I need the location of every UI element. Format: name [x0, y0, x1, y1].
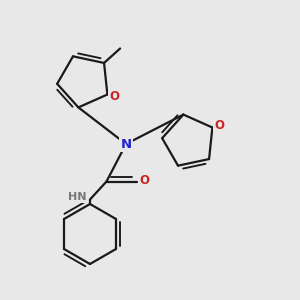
- Text: O: O: [214, 118, 224, 132]
- Text: HN: HN: [68, 192, 87, 202]
- Text: O: O: [109, 89, 119, 103]
- Text: N: N: [120, 137, 132, 151]
- Text: O: O: [139, 174, 149, 188]
